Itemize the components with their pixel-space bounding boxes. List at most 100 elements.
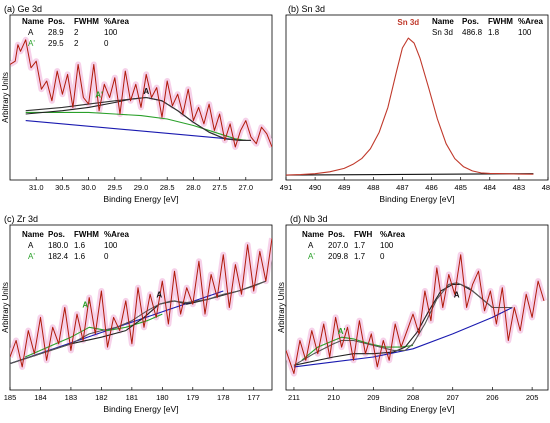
x-tick-label: 484 xyxy=(484,183,497,192)
x-tick-label: 208 xyxy=(407,393,420,402)
table-cell: 486.8 xyxy=(462,28,483,37)
table-header: Name xyxy=(302,230,324,239)
x-axis-label: Binding Energy [eV] xyxy=(379,194,454,204)
table-header: %Area xyxy=(104,17,129,26)
x-tick-label: 181 xyxy=(126,393,139,402)
table-cell: 0 xyxy=(104,39,109,48)
x-tick-label: 180 xyxy=(156,393,169,402)
x-tick-label: 28.5 xyxy=(160,183,175,192)
x-tick-label: 28.0 xyxy=(186,183,201,192)
table-header: Pos. xyxy=(328,230,345,239)
x-tick-label: 490 xyxy=(309,183,322,192)
x-tick-label: 207 xyxy=(446,393,459,402)
table-cell: 1.8 xyxy=(488,28,500,37)
raw-data-line xyxy=(10,39,272,148)
peak-label: A' xyxy=(338,327,346,336)
x-tick-label: 205 xyxy=(526,393,539,402)
x-tick-label: 27.0 xyxy=(238,183,253,192)
component-a-prime-line xyxy=(25,111,246,141)
table-cell: 180.0 xyxy=(48,241,69,250)
table-cell: 2 xyxy=(74,28,79,37)
table-header: %Area xyxy=(104,230,129,239)
x-tick-label: 206 xyxy=(486,393,499,402)
fit-table: Name Pos. FWHM %Area A 28.9 2 100 A' 29.5 2 0 xyxy=(22,17,129,48)
table-cell: 0 xyxy=(380,252,385,261)
table-header: %Area xyxy=(518,17,543,26)
x-tick-label: 185 xyxy=(4,393,17,402)
peak-label: A' xyxy=(95,91,103,100)
table-cell: 1.6 xyxy=(74,241,86,250)
background-line xyxy=(25,120,246,141)
table-header: FWH xyxy=(354,230,372,239)
table-cell: 2 xyxy=(74,39,79,48)
x-tick-label: 482 xyxy=(542,183,550,192)
x-tick-label: 486 xyxy=(425,183,438,192)
y-axis-label: Arbitrary Units xyxy=(277,282,286,333)
table-cell: 100 xyxy=(104,28,118,37)
chart-panel-1: (a) Ge 3d A A' 31.0 30.5 30.0 29.5 29.0 28.5 28.0… xyxy=(1,4,273,204)
y-axis-label: Arbitrary Units xyxy=(1,72,10,123)
table-header: Name xyxy=(432,17,454,26)
table-header: Pos. xyxy=(462,17,479,26)
x-tick-label: 182 xyxy=(95,393,108,402)
x-tick-label: 183 xyxy=(65,393,78,402)
chart-panel-2: (b) Sn 3d Sn 3d 491 490 489 488 487 486 485 484 48… xyxy=(280,4,550,204)
table-cell: 29.5 xyxy=(48,39,64,48)
x-tick-label: 27.5 xyxy=(212,183,227,192)
table-cell: A xyxy=(28,241,34,250)
plot-frame xyxy=(285,14,549,181)
x-tick-label: 485 xyxy=(454,183,467,192)
panel-title: (c) Zr 3d xyxy=(4,214,38,224)
plot-area: A A' xyxy=(10,237,272,370)
chart-panel-3: (c) Zr 3d A A' 185 184 183 182 181 180 179 178 177 B… xyxy=(1,214,273,414)
fit-table: Name Pos. FWHM %Area Sn 3d 486.8 1.8 100 xyxy=(432,17,543,37)
table-header: Name xyxy=(22,17,44,26)
plot-area: A A' xyxy=(10,36,272,150)
table-cell: A' xyxy=(28,39,35,48)
plot-area: A A' xyxy=(286,251,547,377)
peak-label: A xyxy=(143,87,149,96)
peak-label: A xyxy=(454,291,460,300)
table-cell: A' xyxy=(308,252,315,261)
table-cell: 100 xyxy=(380,241,394,250)
x-tick-label: 210 xyxy=(327,393,340,402)
background-line xyxy=(293,307,513,368)
table-header: Pos. xyxy=(48,17,65,26)
table-cell: Sn 3d xyxy=(432,28,453,37)
table-header: FWHM xyxy=(488,17,513,26)
panel-title: (d) Nb 3d xyxy=(290,214,328,224)
x-tick-label: 489 xyxy=(338,183,351,192)
table-cell: 209.8 xyxy=(328,252,349,261)
table-header: %Area xyxy=(380,230,405,239)
x-tick-label: 211 xyxy=(288,393,300,402)
peak-label: A' xyxy=(82,301,90,310)
x-tick-label: 29.0 xyxy=(134,183,149,192)
x-tick-label: 483 xyxy=(513,183,526,192)
x-tick-label: 488 xyxy=(367,183,380,192)
fit-table: Name Pos. FWH %Area A 207.0 1.7 100 A' 209.8 1.7 0 xyxy=(302,230,405,261)
x-tick-label: 179 xyxy=(187,393,200,402)
x-tick-label: 30.0 xyxy=(81,183,96,192)
table-cell: 28.9 xyxy=(48,28,64,37)
table-cell: A xyxy=(308,241,314,250)
table-cell: A' xyxy=(28,252,35,261)
panel-title: (a) Ge 3d xyxy=(4,4,42,14)
x-tick-label: 30.5 xyxy=(55,183,70,192)
x-axis-label: Binding Energy [eV] xyxy=(103,404,178,414)
table-cell: 1.6 xyxy=(74,252,86,261)
x-tick-label: 209 xyxy=(367,393,380,402)
table-cell: 207.0 xyxy=(328,241,349,250)
x-tick-label: 31.0 xyxy=(29,183,44,192)
peak-label: A xyxy=(156,291,162,300)
component-a-prime-line xyxy=(301,336,414,361)
plot-area: Sn 3d xyxy=(286,18,534,176)
table-header: Pos. xyxy=(48,230,65,239)
fit-table: Name Pos. FWHM %Area A 180.0 1.6 100 A' 182.4 1.6 0 xyxy=(22,230,129,261)
table-cell: 100 xyxy=(104,241,118,250)
x-tick-label: 491 xyxy=(280,183,293,192)
x-axis-label: Binding Energy [eV] xyxy=(379,404,454,414)
table-cell: 1.7 xyxy=(354,241,366,250)
x-tick-label: 178 xyxy=(217,393,230,402)
envelope-line xyxy=(286,37,534,176)
